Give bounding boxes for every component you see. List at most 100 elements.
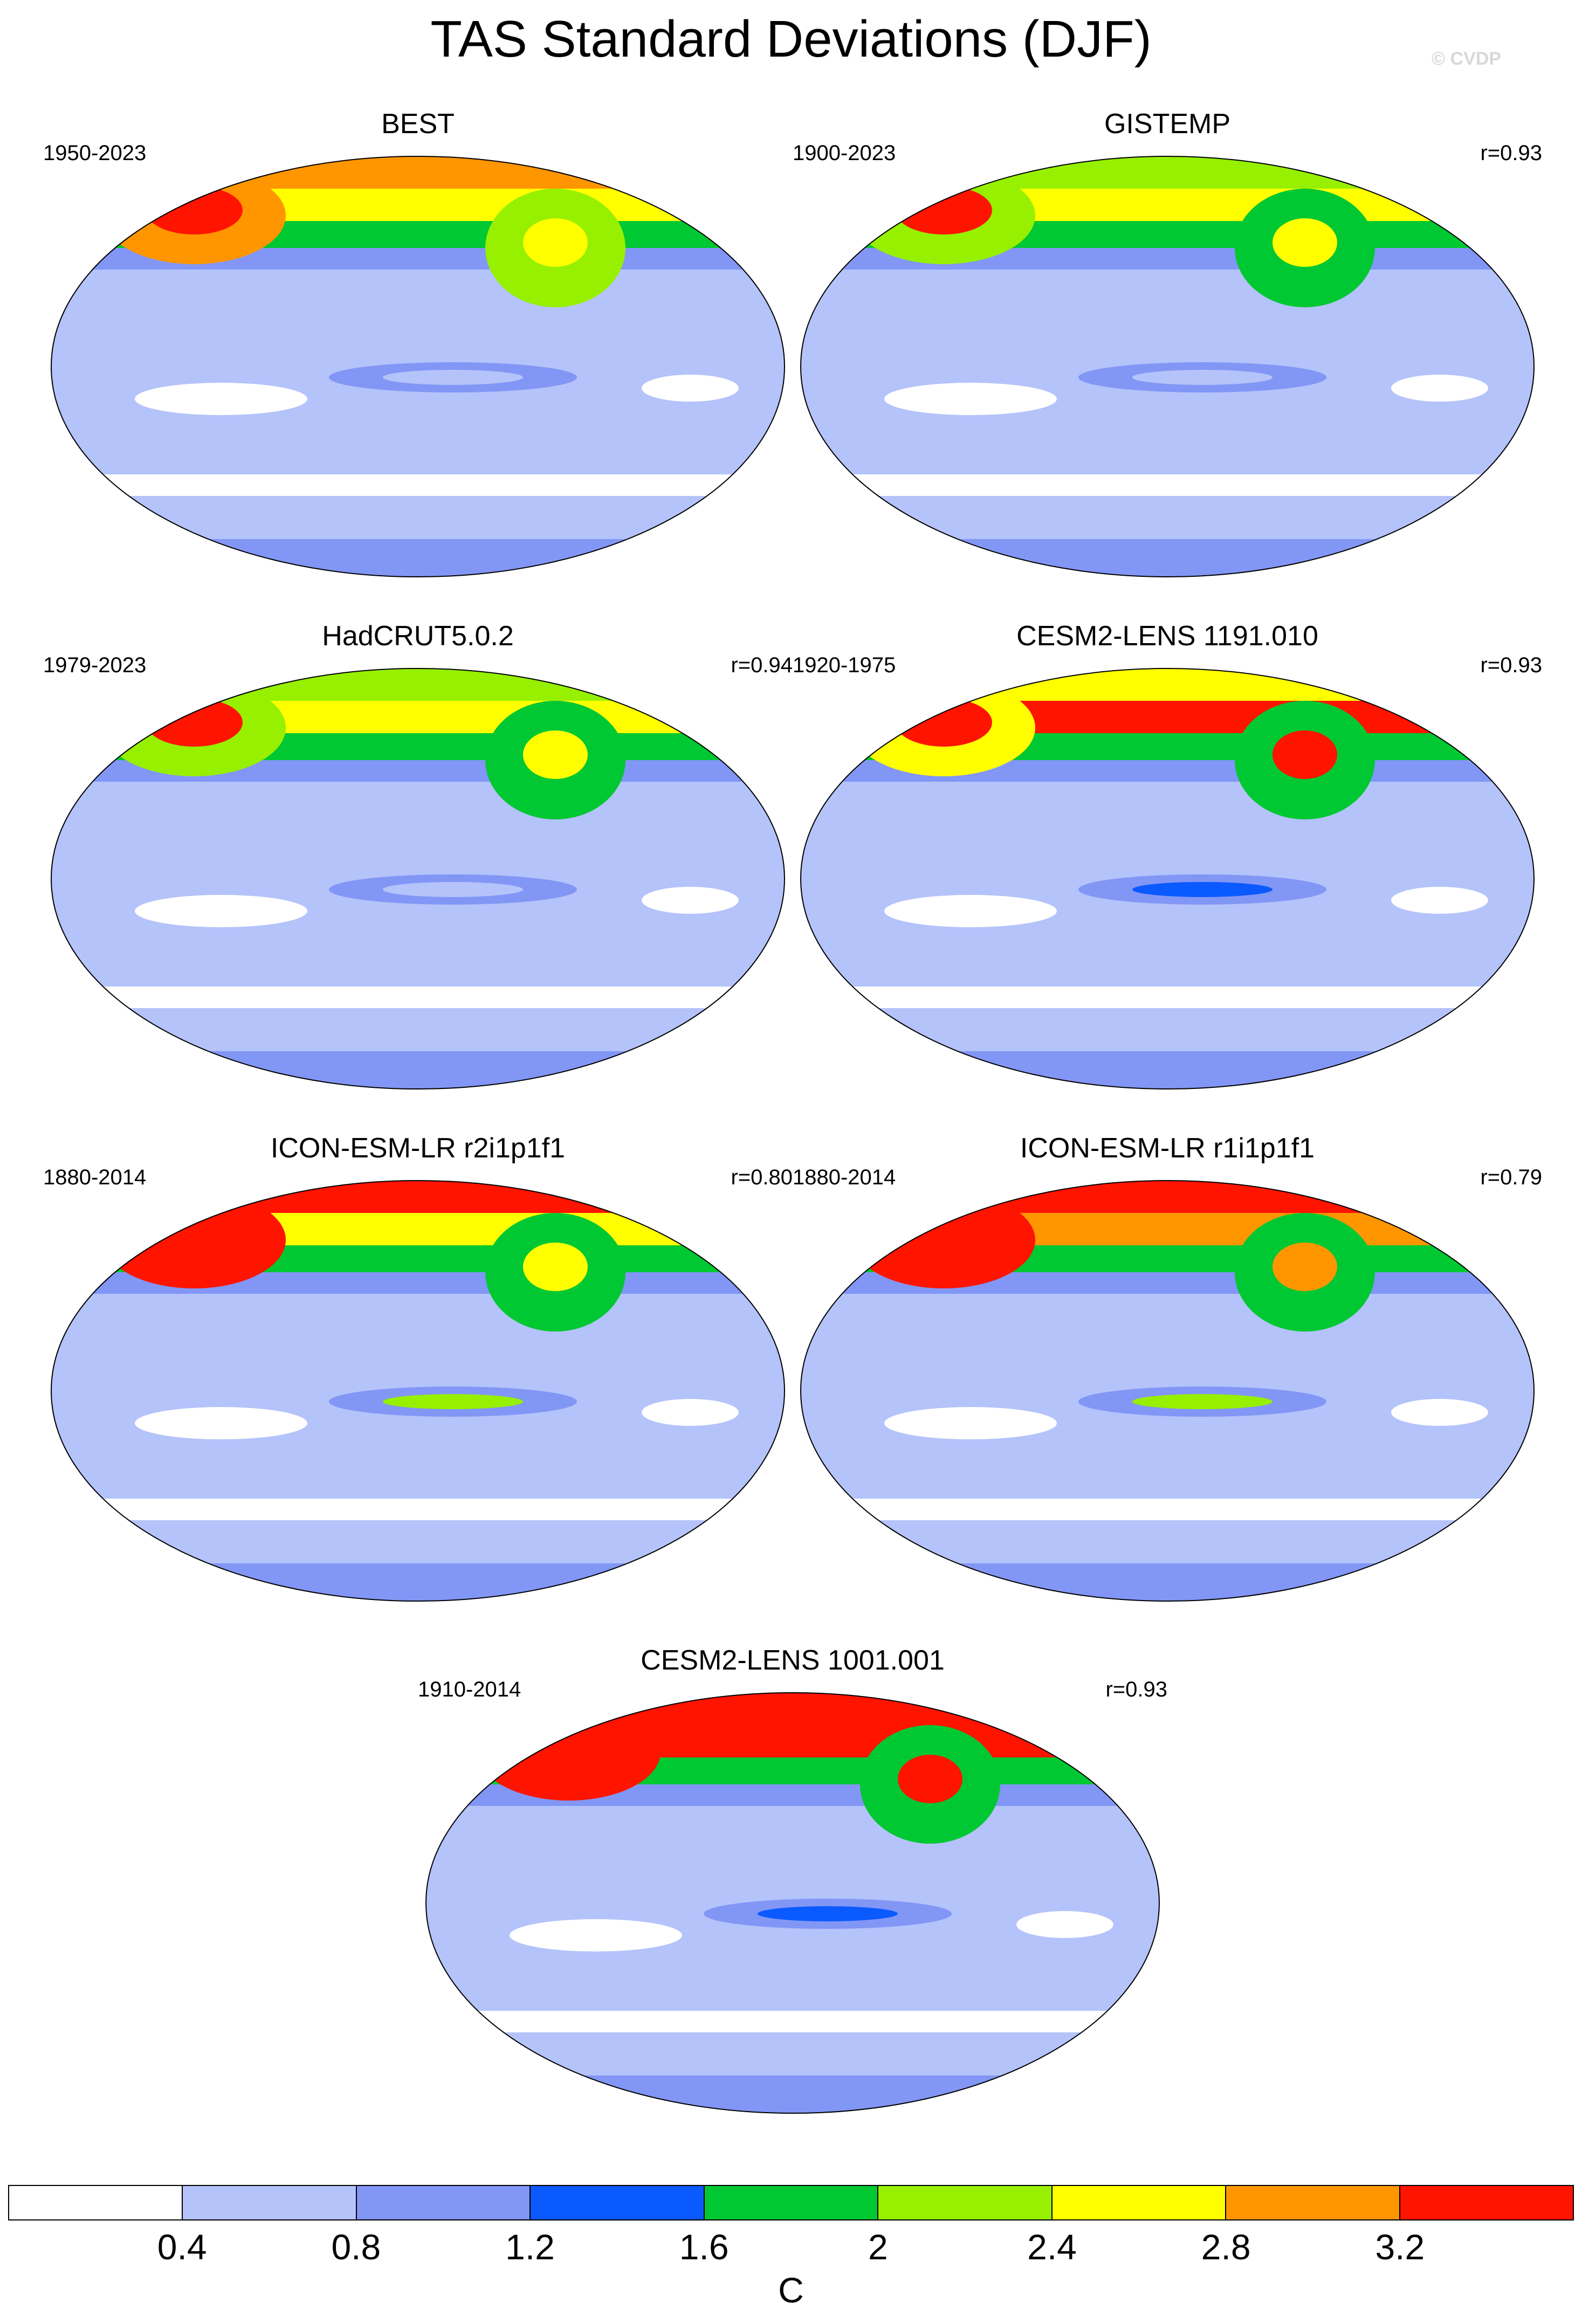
atlantic-low-variance <box>1016 1911 1113 1938</box>
panel-correlation: r=0.93 <box>1105 1678 1167 1701</box>
enso-core <box>1132 882 1273 897</box>
map-outline <box>800 1180 1535 1602</box>
figure-title: TAS Standard Deviations (DJF) <box>430 10 1152 68</box>
map-panel: HadCRUT5.0.2 1979-2023 r=0.94 <box>43 620 793 1094</box>
southern-ocean-band <box>801 1499 1534 1520</box>
antarctic-band <box>51 539 785 577</box>
enso-core <box>758 1906 898 1921</box>
map-panel: ICON-ESM-LR r1i1p1f1 1880-2014 r=0.79 <box>793 1132 1542 1606</box>
map-outline <box>51 1180 785 1602</box>
panel-title: GISTEMP <box>1104 108 1231 140</box>
robinson-map <box>800 1180 1535 1602</box>
high-lat-band <box>801 189 1534 221</box>
panel-title: CESM2-LENS 1191.010 <box>1016 620 1318 652</box>
eurasia-core <box>146 698 243 747</box>
map-outline <box>425 1692 1160 2114</box>
enso-core <box>1132 1394 1273 1409</box>
panel-title: ICON-ESM-LR r1i1p1f1 <box>1020 1133 1315 1164</box>
colorbar-tick-label: 2.4 <box>1027 2227 1077 2267</box>
map-outline <box>800 668 1535 1089</box>
robinson-map <box>51 668 785 1089</box>
colorbar-segment <box>183 2186 357 2219</box>
colorbar-segment <box>356 2186 531 2219</box>
colorbar-unit: C <box>778 2270 804 2310</box>
map-outline <box>51 668 785 1089</box>
panel-period: 1880-2014 <box>43 1166 147 1189</box>
high-lat-band <box>801 701 1534 733</box>
colorbar-segment <box>9 2186 183 2219</box>
tropical-low-variance <box>135 895 307 927</box>
southern-ocean-band <box>801 474 1534 496</box>
map-panel: CESM2-LENS 1191.010 1920-1975 r=0.93 <box>793 620 1542 1094</box>
panel-period: 1979-2023 <box>43 653 147 677</box>
eurasia-core <box>146 1210 243 1259</box>
north-america-core <box>1273 1243 1337 1291</box>
eurasia-core <box>895 186 992 235</box>
north-america-core <box>523 730 588 779</box>
eurasia-core <box>146 186 243 235</box>
map-panel: GISTEMP 1900-2023 r=0.93 <box>793 108 1542 582</box>
eurasia-core <box>520 1722 617 1771</box>
enso-core <box>383 1394 523 1409</box>
high-lat-band <box>801 1213 1534 1245</box>
high-lat-band <box>51 1213 785 1245</box>
tropical-low-variance <box>884 895 1057 927</box>
robinson-map <box>51 1180 785 1602</box>
atlantic-low-variance <box>642 887 739 914</box>
antarctic-band <box>51 1051 785 1089</box>
southern-ocean-band <box>426 2011 1159 2032</box>
robinson-map <box>800 668 1535 1089</box>
panel-correlation: r=0.79 <box>1480 1166 1542 1189</box>
colorbar-segment <box>704 2186 879 2219</box>
robinson-map <box>800 156 1535 577</box>
tropical-low-variance <box>510 1919 682 1951</box>
tropical-low-variance <box>884 383 1057 415</box>
robinson-map <box>51 156 785 577</box>
map-panel: CESM2-LENS 1001.001 1910-2014 r=0.93 <box>418 1644 1167 2119</box>
colorbar <box>8 2185 1574 2220</box>
copyright-label: © CVDP <box>1432 49 1501 69</box>
eurasia-core <box>895 698 992 747</box>
north-america-core <box>1273 218 1337 267</box>
colorbar-tick-label: 1.2 <box>505 2227 555 2267</box>
colorbar-segment <box>878 2186 1053 2219</box>
antarctic-band <box>426 2075 1159 2113</box>
panel-period: 1920-1975 <box>793 653 896 677</box>
colorbar-tick-label: 2.8 <box>1201 2227 1251 2267</box>
panel-title: ICON-ESM-LR r2i1p1f1 <box>270 1133 566 1164</box>
panel-correlation: r=0.80 <box>731 1166 793 1189</box>
colorbar-tick-label: 0.4 <box>157 2227 207 2267</box>
atlantic-low-variance <box>1391 1399 1488 1426</box>
antarctic-band <box>51 1563 785 1601</box>
colorbar-segment <box>1400 2186 1573 2219</box>
atlantic-low-variance <box>642 375 739 402</box>
atlantic-low-variance <box>1391 375 1488 402</box>
north-america-core <box>1273 730 1337 779</box>
panel-correlation: r=0.93 <box>1480 141 1542 165</box>
enso-core <box>383 882 523 897</box>
high-lat-band <box>426 1725 1159 1757</box>
antarctic-band <box>801 539 1534 577</box>
southern-ocean-band <box>801 987 1534 1008</box>
antarctic-band <box>801 1563 1534 1601</box>
panel-title: CESM2-LENS 1001.001 <box>641 1645 945 1676</box>
tropical-low-variance <box>135 1407 307 1439</box>
panel-period: 1880-2014 <box>793 1166 896 1189</box>
map-outline <box>51 156 785 577</box>
southern-ocean-band <box>51 987 785 1008</box>
colorbar-tick-label: 2 <box>868 2227 888 2267</box>
tropical-low-variance <box>884 1407 1057 1439</box>
southern-ocean-band <box>51 474 785 496</box>
north-america-core <box>523 1243 588 1291</box>
north-america-core <box>523 218 588 267</box>
enso-core <box>1132 370 1273 385</box>
colorbar-segment <box>1052 2186 1227 2219</box>
southern-ocean-band <box>51 1499 785 1520</box>
atlantic-low-variance <box>642 1399 739 1426</box>
colorbar-tick-label: 3.2 <box>1375 2227 1425 2267</box>
panel-period: 1900-2023 <box>793 141 896 165</box>
colorbar-segment <box>531 2186 705 2219</box>
colorbar-segment <box>1226 2186 1400 2219</box>
map-panel: BEST 1950-2023 <box>43 108 793 582</box>
north-america-core <box>898 1755 962 1803</box>
